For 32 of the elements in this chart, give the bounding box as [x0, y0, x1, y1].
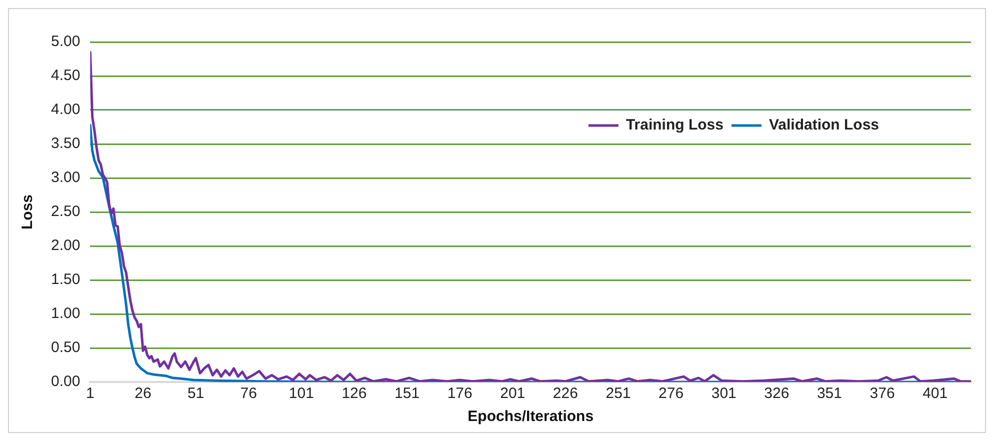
x-tick-label: 26	[134, 385, 152, 402]
legend-label: Training Loss	[626, 116, 724, 134]
x-tick-label: 226	[552, 385, 578, 402]
y-tick-label: 2.00	[50, 237, 80, 254]
x-tick-label: 301	[711, 385, 736, 402]
x-tick-label: 76	[240, 385, 257, 402]
x-axis-title: Epochs/Iterations	[468, 408, 594, 426]
y-tick-label: 1.00	[50, 305, 80, 322]
y-tick-label: 5.00	[50, 33, 80, 50]
x-tick-label: 351	[816, 385, 842, 402]
x-tick-label: 151	[394, 385, 420, 402]
y-tick-label: 3.50	[50, 135, 80, 152]
y-tick-label: 0.00	[50, 373, 80, 390]
x-tick-label: 326	[764, 385, 790, 402]
legend-label: Validation Loss	[768, 116, 880, 134]
x-tick-label: 101	[288, 385, 314, 402]
x-tick-label: 176	[447, 385, 472, 402]
y-tick-label: 3.00	[50, 169, 80, 186]
x-tick-label: 51	[187, 385, 204, 402]
y-tick-label: 1.50	[50, 271, 80, 288]
x-tick-label: 401	[922, 385, 948, 402]
y-tick-label: 4.50	[50, 67, 80, 84]
y-tick-label: 4.00	[50, 101, 80, 118]
y-tick-label: 2.50	[50, 203, 80, 220]
y-axis-title: Loss	[19, 194, 36, 230]
x-tick-label: 251	[606, 385, 631, 402]
x-tick-label: 126	[342, 385, 367, 402]
x-tick-label: 201	[500, 385, 526, 402]
y-tick-label: 0.50	[50, 339, 80, 356]
x-tick-label: 276	[658, 385, 684, 402]
x-tick-label: 376	[870, 385, 895, 402]
x-tick-label: 1	[86, 385, 94, 402]
